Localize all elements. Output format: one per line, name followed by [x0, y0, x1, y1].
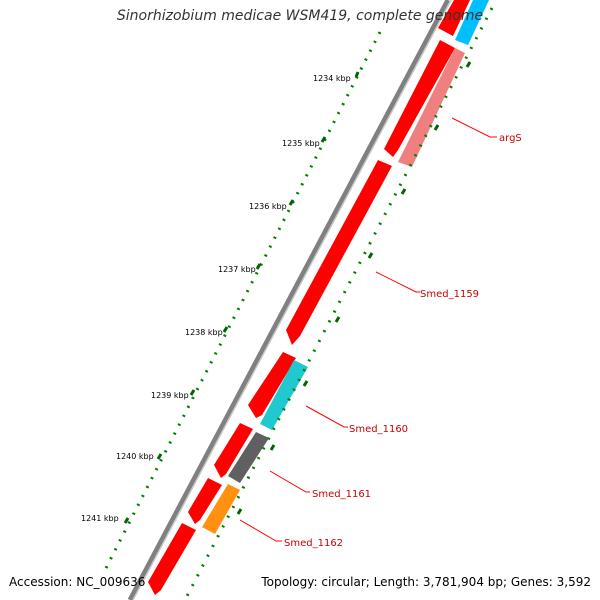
forward-gene-5[interactable]	[214, 423, 253, 478]
genome-backbone-highlight	[132, 0, 452, 600]
inner-ruler-ticks	[236, 61, 472, 515]
genome-backbone	[127, 0, 451, 600]
gene-label-smed1160[interactable]: Smed_1160	[349, 424, 408, 435]
gene-label-smed1161[interactable]: Smed_1161	[312, 489, 371, 500]
tick-label-1239: 1239 kbp	[151, 391, 189, 400]
forward-gene-1[interactable]	[438, 0, 470, 36]
topology-text: Topology: circular; Length: 3,781,904 bp…	[261, 575, 591, 589]
ruler-dots-outer	[103, 31, 382, 571]
ruler-dots-inner	[183, 7, 494, 600]
gene-argS-shape[interactable]	[398, 48, 465, 167]
gene-smed1160-shape[interactable]	[260, 360, 308, 430]
forward-gene-4[interactable]	[248, 352, 296, 418]
forward-gene-3[interactable]	[286, 160, 392, 345]
map-title: Sinorhizobium medicae WSM419, complete g…	[116, 8, 484, 24]
accession-text: Accession: NC_009636	[9, 575, 146, 589]
tick-label-1235: 1235 kbp	[282, 139, 320, 148]
tick-label-1240: 1240 kbp	[116, 452, 154, 461]
top-feature-blue[interactable]	[455, 0, 489, 45]
ruler-ticks	[123, 71, 360, 524]
tick-label-1236: 1236 kbp	[249, 202, 287, 211]
inner-genes	[202, 0, 489, 534]
tick-label-1234: 1234 kbp	[313, 74, 351, 83]
gene-smed1162-shape[interactable]	[202, 484, 240, 534]
tick-label-1241: 1241 kbp	[81, 514, 119, 523]
label-lines	[239, 117, 497, 542]
tick-label-1237: 1237 kbp	[218, 265, 256, 274]
gene-label-argS[interactable]: argS	[499, 133, 522, 144]
forward-gene-6[interactable]	[188, 478, 222, 524]
tick-label-1238: 1238 kbp	[185, 328, 223, 337]
forward-genes	[148, 0, 470, 595]
forward-gene-7[interactable]	[148, 523, 196, 595]
gene-label-smed1162[interactable]: Smed_1162	[284, 538, 343, 549]
gene-smed1161-shape[interactable]	[228, 432, 269, 483]
gene-label-smed1159[interactable]: Smed_1159	[420, 289, 479, 300]
forward-gene-2[interactable]	[384, 40, 455, 157]
